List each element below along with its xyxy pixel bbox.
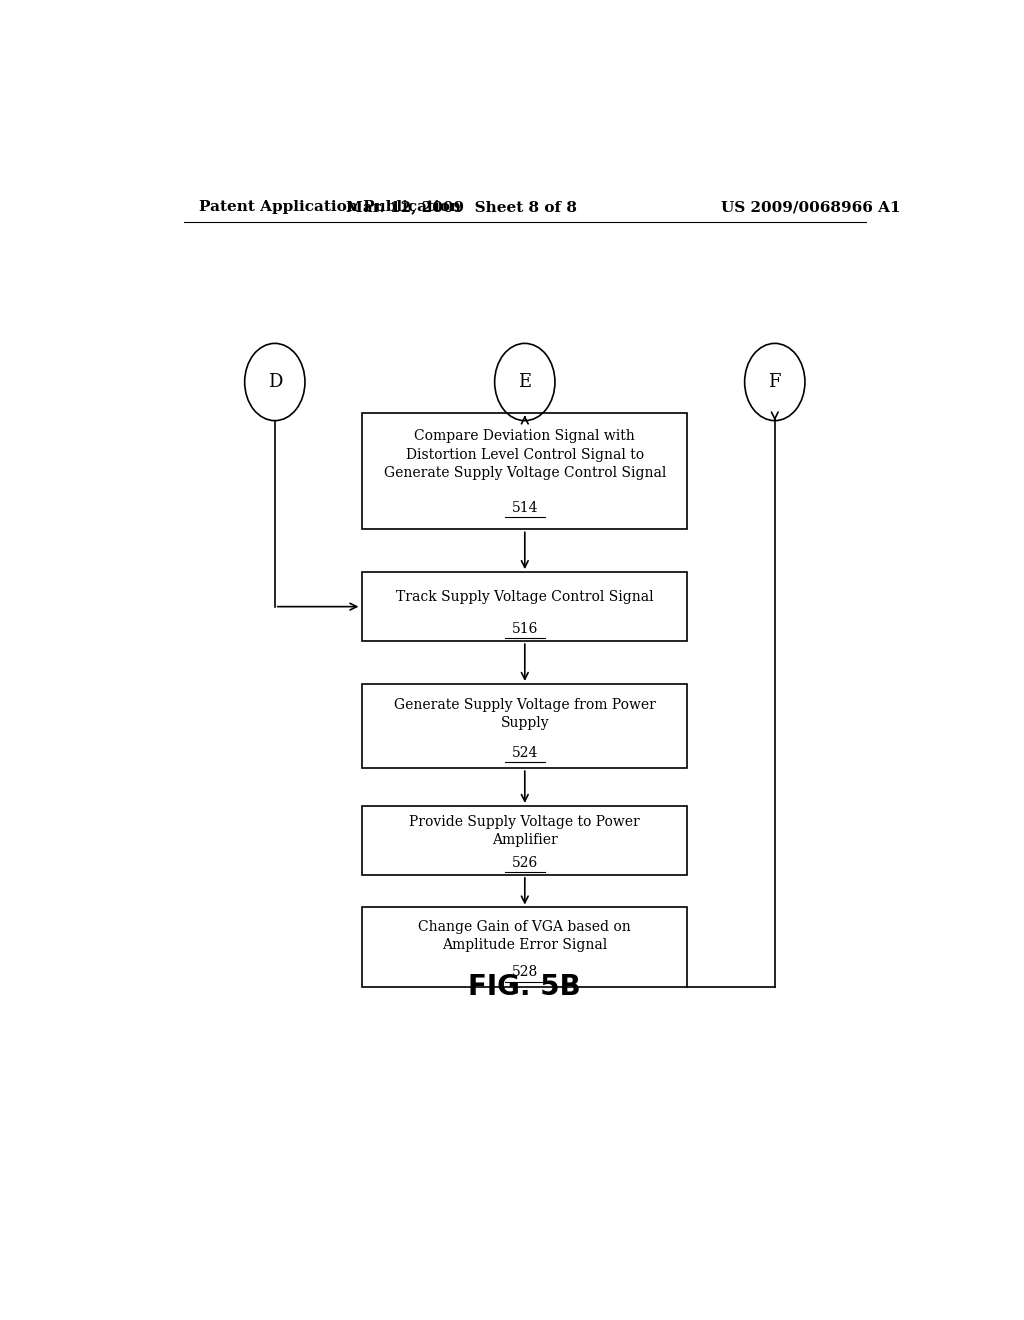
- FancyBboxPatch shape: [362, 412, 687, 529]
- Text: Compare Deviation Signal with
Distortion Level Control Signal to
Generate Supply: Compare Deviation Signal with Distortion…: [384, 429, 666, 480]
- Text: E: E: [518, 374, 531, 391]
- FancyBboxPatch shape: [362, 805, 687, 875]
- Text: 514: 514: [512, 502, 538, 515]
- Text: Provide Supply Voltage to Power
Amplifier: Provide Supply Voltage to Power Amplifie…: [410, 814, 640, 847]
- Text: Change Gain of VGA based on
Amplitude Error Signal: Change Gain of VGA based on Amplitude Er…: [419, 920, 631, 952]
- FancyBboxPatch shape: [362, 684, 687, 768]
- Text: Track Supply Voltage Control Signal: Track Supply Voltage Control Signal: [396, 590, 653, 605]
- FancyBboxPatch shape: [362, 907, 687, 987]
- Text: Mar. 12, 2009  Sheet 8 of 8: Mar. 12, 2009 Sheet 8 of 8: [346, 201, 577, 214]
- Text: D: D: [267, 374, 282, 391]
- FancyBboxPatch shape: [362, 572, 687, 642]
- Text: US 2009/0068966 A1: US 2009/0068966 A1: [721, 201, 900, 214]
- Text: F: F: [769, 374, 781, 391]
- Text: 524: 524: [512, 746, 538, 760]
- Text: 528: 528: [512, 965, 538, 979]
- Text: Generate Supply Voltage from Power
Supply: Generate Supply Voltage from Power Suppl…: [394, 698, 655, 730]
- Text: FIG. 5B: FIG. 5B: [468, 973, 582, 1001]
- Text: 526: 526: [512, 855, 538, 870]
- Text: Patent Application Publication: Patent Application Publication: [200, 201, 462, 214]
- Text: 516: 516: [512, 622, 538, 636]
